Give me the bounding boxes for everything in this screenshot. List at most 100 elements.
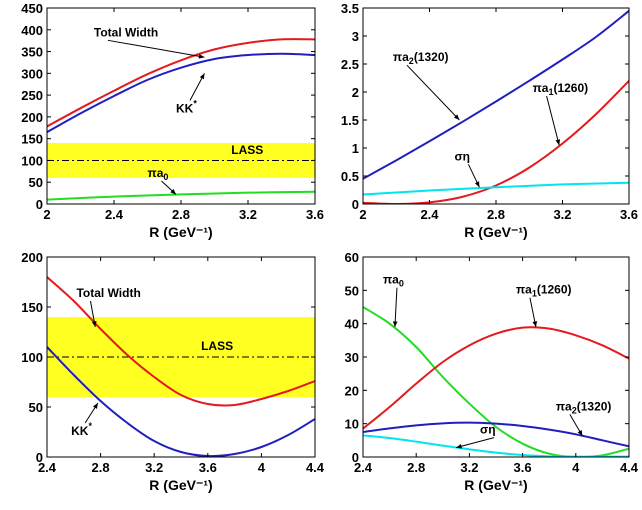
series-line-1	[363, 10, 629, 180]
x-tick-label: 2.4	[354, 460, 373, 475]
y-tick-label: 2.5	[341, 57, 359, 72]
x-tick-label: 2.8	[487, 207, 505, 222]
annotation-arrow	[455, 437, 495, 449]
y-tick-label: 200	[21, 110, 43, 125]
y-tick-label: 1.5	[341, 113, 359, 128]
annotation-label: Total Width	[94, 25, 158, 39]
series-line-1	[47, 276, 315, 407]
x-tick-label: 3.6	[514, 460, 532, 475]
y-tick-label: 3	[352, 29, 359, 44]
annotation-label: πa1(1260)	[533, 81, 589, 97]
y-tick-label: 100	[21, 350, 43, 365]
series-line-3	[363, 421, 629, 448]
annotation-arrowhead	[91, 321, 97, 327]
chart-panel-3: 2.4 2.8 3.2 3.6 4 4.4 0 50 100 150 200 R (GeV⁻¹) Tot…	[21, 250, 325, 493]
y-tick-label: 0.5	[341, 169, 359, 184]
y-tick-label: 200	[21, 250, 43, 265]
y-tick-label: 150	[21, 132, 43, 147]
y-tick-label: 450	[21, 1, 43, 16]
y-tick-label: 0	[352, 450, 359, 465]
y-tick-label: 150	[21, 300, 43, 315]
y-tick-label: 1	[352, 141, 359, 156]
annotation-arrowhead	[198, 53, 205, 59]
annotation-label: KK*	[176, 99, 197, 116]
x-tick-label: 2.4	[420, 207, 439, 222]
y-tick-label: 50	[29, 175, 43, 190]
series-line-3	[47, 190, 315, 201]
chart-panel-2: 2 2.4 2.8 3.2 3.6 0 0.5 1 1.5 2 2.5 3 3.5 R (GeV⁻¹) πa…	[341, 1, 638, 240]
annotation-label: ση	[480, 423, 496, 437]
x-tick-label: 2.8	[407, 460, 425, 475]
x-tick-label: 4.4	[306, 460, 325, 475]
x-tick-label: 3.2	[553, 207, 571, 222]
x-tick-label: 2	[43, 207, 50, 222]
y-tick-label: 300	[21, 66, 43, 81]
annotation-label: Total Width	[76, 286, 140, 300]
annotation-arrow	[406, 64, 460, 121]
x-tick-label: 2.4	[105, 207, 124, 222]
annotation-label: πa2(1320)	[393, 50, 449, 66]
x-axis-label: R (GeV⁻¹)	[464, 477, 527, 493]
annotation-label: LASS	[231, 143, 263, 157]
y-tick-label: 350	[21, 45, 43, 60]
x-tick-label: 3.6	[620, 207, 638, 222]
annotation-arrowhead	[532, 321, 538, 327]
x-axis-label: R (GeV⁻¹)	[464, 224, 527, 240]
x-tick-label: 3.6	[199, 460, 217, 475]
y-tick-label: 0	[36, 197, 43, 212]
y-tick-label: 10	[345, 417, 359, 432]
annotation-arrowhead	[92, 403, 98, 409]
lass-band	[47, 143, 315, 178]
annotation-label: πa0	[148, 166, 169, 182]
y-tick-label: 60	[345, 250, 359, 265]
x-tick-label: 4	[258, 460, 266, 475]
annotation-arrow	[546, 95, 560, 146]
y-tick-label: 30	[345, 350, 359, 365]
y-tick-label: 50	[345, 283, 359, 298]
x-tick-label: 3.2	[460, 460, 478, 475]
y-tick-label: 50	[29, 400, 43, 415]
y-tick-label: 2	[352, 85, 359, 100]
y-tick-label: 40	[345, 317, 359, 332]
annotation-label: LASS	[201, 339, 233, 353]
x-tick-label: 4.4	[620, 460, 639, 475]
annotation-arrowhead	[199, 73, 205, 80]
x-axis-label: R (GeV⁻¹)	[149, 477, 212, 493]
annotation-arrowhead	[555, 139, 561, 146]
annotation-arrow	[394, 287, 398, 328]
x-tick-label: 3.6	[306, 207, 324, 222]
chart-panel-4: 2.4 2.8 3.2 3.6 4 4.4 0 10 20 30 40 50 60 R (GeV⁻¹) πa…	[345, 250, 639, 493]
x-tick-label: 2	[359, 207, 366, 222]
x-tick-label: 3.2	[239, 207, 257, 222]
x-tick-label: 4	[572, 460, 580, 475]
lass-band	[47, 317, 315, 397]
annotation-label: πa2(1320)	[556, 399, 612, 415]
series-line-3	[363, 181, 629, 196]
y-tick-label: 20	[345, 383, 359, 398]
x-tick-label: 2.4	[38, 460, 57, 475]
x-tick-label: 3.2	[145, 460, 163, 475]
series-line-2	[47, 52, 315, 134]
annotation-label: KK*	[71, 421, 92, 438]
annotation-arrowhead	[170, 188, 176, 195]
chart-panel-1: 2 2.4 2.8 3.2 3.6 0 50 100 150 200 250 300 350 400 450…	[21, 1, 324, 240]
annotation-arrow	[107, 39, 205, 58]
y-tick-label: 100	[21, 153, 43, 168]
annotation-arrowhead	[453, 114, 460, 120]
x-tick-label: 2.8	[172, 207, 190, 222]
y-tick-label: 0	[36, 450, 43, 465]
annotation-arrowhead	[392, 321, 398, 327]
series-line-2	[47, 346, 315, 457]
annotation-arrowhead	[577, 430, 583, 436]
series-line-1	[47, 38, 315, 128]
x-tick-label: 2.8	[92, 460, 110, 475]
annotation-arrowhead	[456, 443, 463, 449]
y-tick-label: 0	[352, 197, 359, 212]
series-line-2	[363, 326, 629, 430]
x-axis-label: R (GeV⁻¹)	[149, 224, 212, 240]
annotation-label: ση	[454, 149, 470, 163]
series-line-1	[363, 306, 629, 457]
y-tick-label: 3.5	[341, 1, 359, 16]
